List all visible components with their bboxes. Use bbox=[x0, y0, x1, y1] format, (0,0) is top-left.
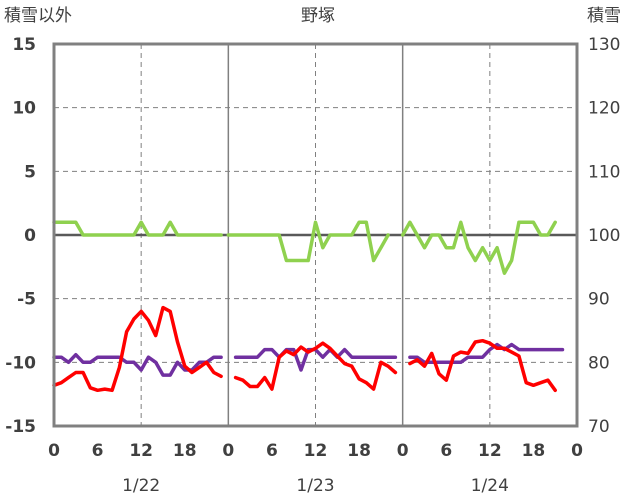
series-line-2 bbox=[233, 341, 398, 391]
series-line-0 bbox=[400, 220, 557, 275]
chart-title: 野塚 bbox=[301, 6, 335, 26]
x-tick-label: 0 bbox=[222, 441, 234, 461]
series-line-0 bbox=[52, 220, 223, 237]
right-tick-label: 120 bbox=[588, 99, 620, 119]
left-tick-label: 15 bbox=[12, 35, 36, 55]
x-tick-label: 18 bbox=[173, 441, 197, 461]
x-tick-label: 6 bbox=[92, 441, 104, 461]
left-tick-label: 0 bbox=[24, 226, 36, 246]
left-tick-label: -10 bbox=[5, 353, 36, 373]
left-tick-label: -15 bbox=[5, 417, 36, 437]
x-tick-label: 0 bbox=[571, 441, 583, 461]
day-label: 1/24 bbox=[471, 476, 509, 496]
left-tick-label: -5 bbox=[17, 290, 36, 310]
x-tick-label: 6 bbox=[266, 441, 278, 461]
right-tick-label: 110 bbox=[588, 162, 620, 182]
series-line-0 bbox=[226, 220, 390, 263]
left-tick-labels: 15 10 5 0 -5 -10 -15 bbox=[5, 35, 36, 437]
right-tick-label: 100 bbox=[588, 226, 620, 246]
grid-lines bbox=[54, 44, 577, 426]
series-line-2 bbox=[52, 305, 223, 393]
x-tick-label: 12 bbox=[304, 441, 328, 461]
right-tick-label: 90 bbox=[588, 290, 610, 310]
x-tick-label: 18 bbox=[347, 441, 371, 461]
left-tick-label: 10 bbox=[12, 99, 36, 119]
series-lines bbox=[52, 220, 565, 393]
left-tick-label: 5 bbox=[24, 162, 36, 182]
right-axis-label: 積雪 bbox=[587, 6, 621, 26]
series-line-1 bbox=[52, 352, 223, 377]
x-tick-label: 0 bbox=[48, 441, 60, 461]
x-tick-label: 12 bbox=[129, 441, 153, 461]
x-tick-labels: 0 6 12 18 0 6 12 18 0 6 12 18 0 bbox=[48, 441, 583, 461]
right-tick-label: 80 bbox=[588, 353, 610, 373]
day-labels: 1/22 1/23 1/24 bbox=[122, 476, 509, 496]
x-tick-label: 12 bbox=[478, 441, 502, 461]
right-tick-label: 70 bbox=[588, 417, 610, 437]
right-tick-labels: 130 120 110 100 90 80 70 bbox=[588, 35, 620, 437]
x-tick-label: 18 bbox=[522, 441, 546, 461]
day-label: 1/23 bbox=[296, 476, 334, 496]
series-line-2 bbox=[408, 338, 557, 393]
right-tick-label: 130 bbox=[588, 35, 620, 55]
x-tick-label: 6 bbox=[440, 441, 452, 461]
plot-border bbox=[52, 42, 579, 428]
day-label: 1/22 bbox=[122, 476, 160, 496]
left-axis-label: 積雪以外 bbox=[4, 6, 72, 26]
x-tick-label: 0 bbox=[397, 441, 409, 461]
